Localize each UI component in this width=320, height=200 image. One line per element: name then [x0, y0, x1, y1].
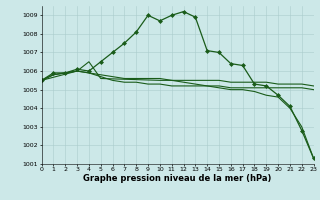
X-axis label: Graphe pression niveau de la mer (hPa): Graphe pression niveau de la mer (hPa) — [84, 174, 272, 183]
